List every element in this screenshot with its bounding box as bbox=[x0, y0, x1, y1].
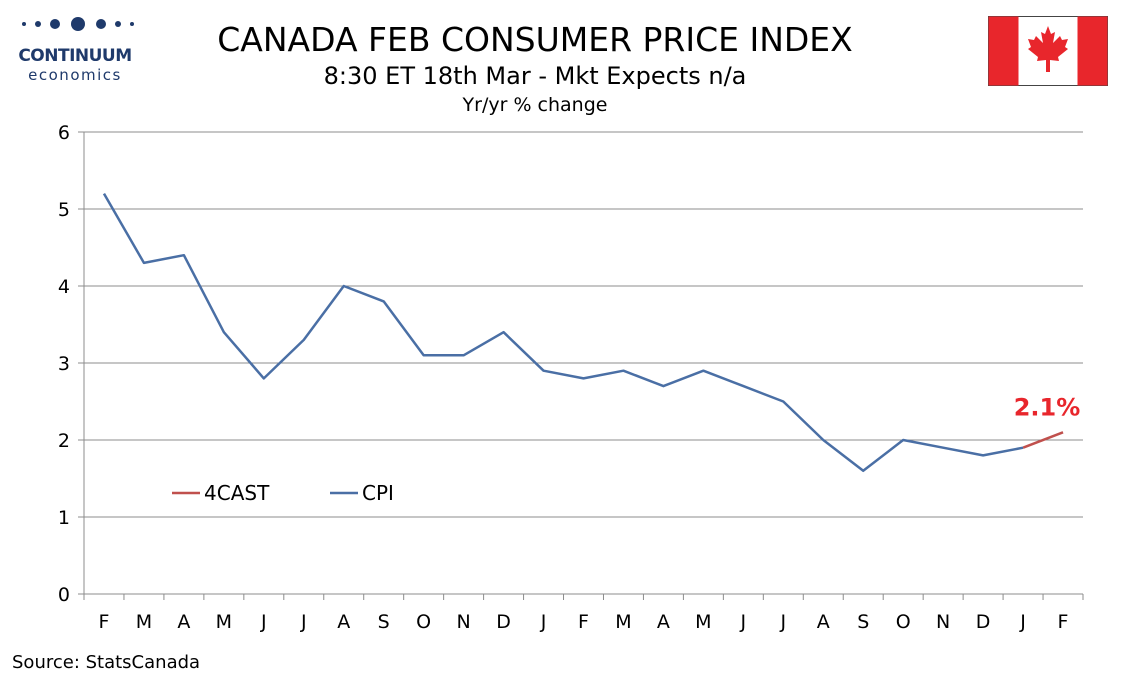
x-tick-label: A bbox=[657, 611, 670, 633]
x-tick-label: S bbox=[857, 611, 869, 633]
canada-flag-icon bbox=[988, 16, 1108, 86]
x-tick-label: F bbox=[1058, 611, 1069, 633]
chart-subtitle: 8:30 ET 18th Mar - Mkt Expects n/a bbox=[323, 62, 747, 90]
series-line-cpi bbox=[102, 192, 1024, 473]
logo-dots-icon bbox=[22, 17, 134, 31]
y-tick-label: 1 bbox=[58, 507, 70, 529]
x-tick-label: N bbox=[457, 611, 471, 633]
x-tick-label: D bbox=[976, 611, 991, 633]
axes bbox=[78, 131, 1084, 600]
legend-label: 4CAST bbox=[204, 481, 270, 505]
x-tick-label: M bbox=[136, 611, 152, 633]
y-tick-label: 3 bbox=[58, 353, 70, 375]
x-tick-label: J bbox=[260, 611, 267, 633]
annotation: 2.1% bbox=[1014, 393, 1081, 421]
forecast-annotation: 2.1% bbox=[1014, 393, 1081, 421]
x-tick-label: A bbox=[817, 611, 830, 633]
x-tick-label: A bbox=[337, 611, 350, 633]
legend-label: CPI bbox=[362, 481, 394, 505]
x-tick-label: N bbox=[936, 611, 950, 633]
logo-name: CONTINUUM bbox=[18, 46, 132, 66]
logo-sub: economics bbox=[28, 66, 122, 84]
x-tick-label: M bbox=[216, 611, 232, 633]
series-lines bbox=[102, 192, 1064, 473]
y-tick-label: 2 bbox=[58, 430, 70, 452]
x-tick-label: J bbox=[740, 611, 747, 633]
y-tick-label: 0 bbox=[58, 584, 70, 606]
x-tick-label: F bbox=[99, 611, 110, 633]
x-tick-label: D bbox=[496, 611, 511, 633]
x-tick-label: J bbox=[779, 611, 786, 633]
x-tick-label: S bbox=[378, 611, 390, 633]
source-note: Source: StatsCanada bbox=[12, 652, 201, 673]
x-tick-label: O bbox=[896, 611, 911, 633]
chart-units: Yr/yr % change bbox=[462, 94, 608, 116]
chart-title: CANADA FEB CONSUMER PRICE INDEX bbox=[217, 20, 853, 59]
x-tick-label: M bbox=[615, 611, 631, 633]
x-tick-label: M bbox=[695, 611, 711, 633]
x-tick-label: J bbox=[540, 611, 547, 633]
continuum-logo: CONTINUUM economics bbox=[10, 12, 140, 84]
grid-lines bbox=[84, 131, 1083, 518]
y-tick-labels: 0 1 2 3 4 5 6 bbox=[58, 122, 70, 606]
x-tick-label: F bbox=[578, 611, 589, 633]
x-tick-label: J bbox=[1019, 611, 1026, 633]
legend: 4CAST CPI bbox=[172, 481, 394, 505]
x-tick-label: A bbox=[177, 611, 190, 633]
x-tick-label: J bbox=[300, 611, 307, 633]
y-tick-label: 4 bbox=[58, 276, 70, 298]
y-tick-label: 5 bbox=[58, 199, 70, 221]
x-tick-label: O bbox=[416, 611, 431, 633]
series-line-4cast bbox=[1022, 431, 1064, 449]
y-tick-label: 6 bbox=[58, 122, 70, 144]
